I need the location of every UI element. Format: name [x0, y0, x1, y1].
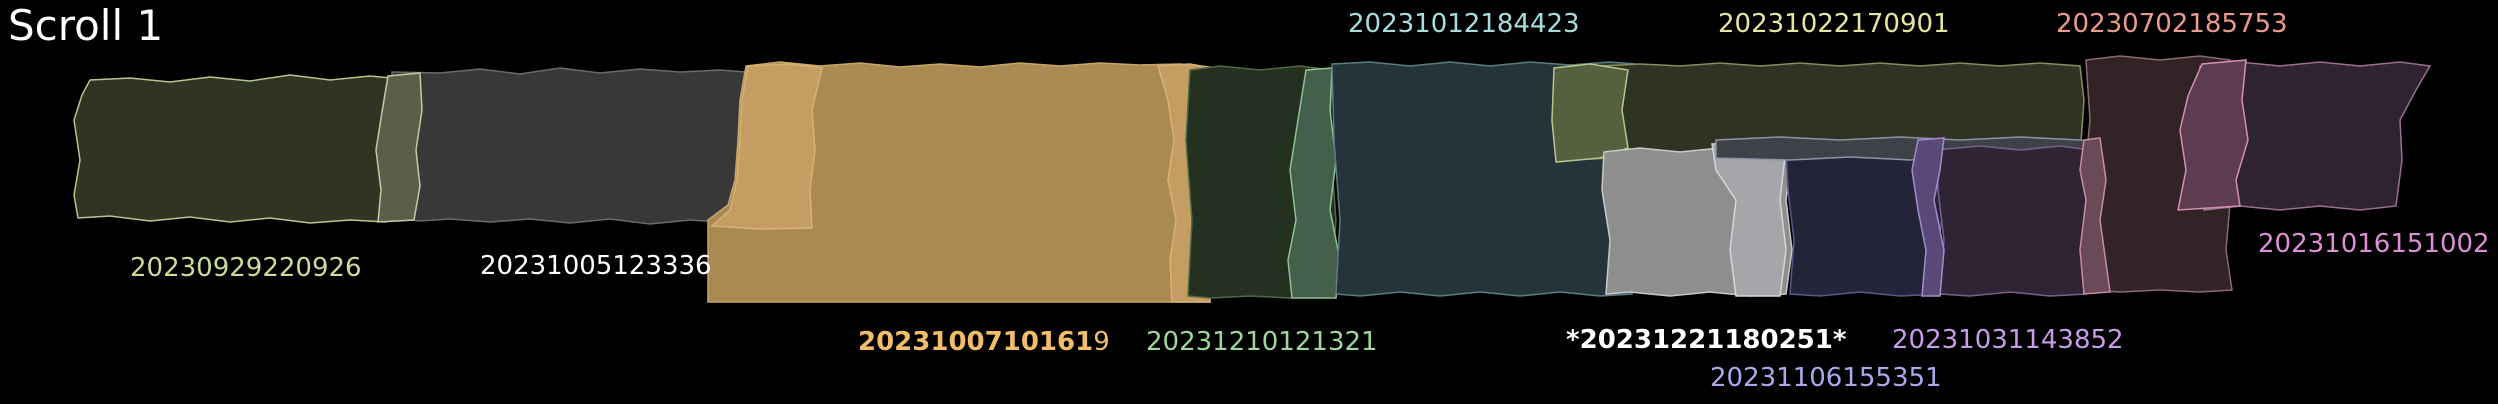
segment-20231031143852-strip [1911, 137, 1945, 297]
label-20231031143852: 20231031143852 [1892, 325, 2124, 355]
segment-20231022170901-patch [1551, 63, 1629, 163]
label-20230929220926: 20230929220926 [130, 253, 362, 283]
segment-20231005123336 [391, 67, 746, 225]
segment-20231031143852 [1935, 145, 2093, 297]
segment-20231016151002-strip [2177, 59, 2249, 211]
segment-20230702185753-strip [2079, 137, 2111, 295]
label-20231012184423: 20231012184423 [1348, 9, 1580, 39]
label-20231007101619-tail: 9 [1093, 327, 1110, 357]
label-20231106155351: 20231106155351 [1710, 363, 1942, 393]
overlap-strip-0929-1005 [375, 72, 423, 223]
label-20231007101619: 20231007101619 [858, 327, 1110, 357]
label-20230702185753: 20230702185753 [2056, 9, 2288, 39]
segment-20230929220926 [73, 74, 395, 224]
segment-20231007101619 [707, 61, 1211, 303]
label-20231005123336: 20231005123336 [480, 251, 712, 281]
segment-20231210121321-strip [1287, 67, 1341, 299]
label-20231007101619-main: 2023100710161 [858, 327, 1093, 357]
label-20231210121321: 20231210121321 [1146, 327, 1378, 357]
segment-20231016151002 [2195, 61, 2432, 211]
segment-20231007101619-edge [710, 63, 823, 230]
label-20231221180251: *20231221180251* [1566, 325, 1847, 355]
diagram-title: Scroll 1 [8, 1, 163, 50]
label-20231016151002: 20231016151002 [2258, 229, 2490, 259]
label-20231022170901: 20231022170901 [1718, 9, 1950, 39]
